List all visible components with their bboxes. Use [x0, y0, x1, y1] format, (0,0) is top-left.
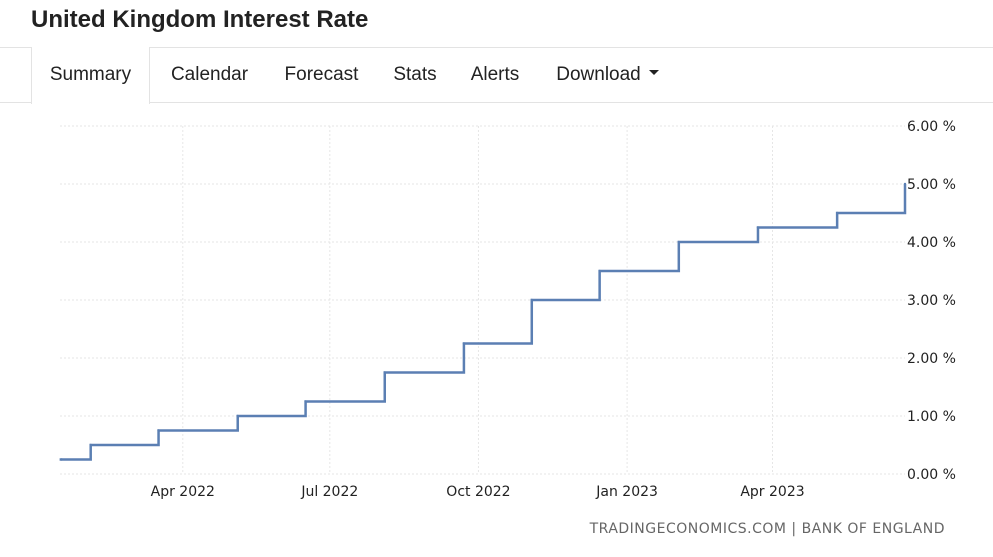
- series-line: [59, 184, 907, 461]
- data-point: [304, 400, 307, 403]
- page-title: United Kingdom Interest Rate: [31, 6, 369, 33]
- y-tick-label: 0.00 %: [907, 467, 956, 483]
- data-point: [60, 458, 63, 461]
- data-point: [677, 240, 681, 244]
- data-point: [835, 211, 839, 215]
- tab-alerts[interactable]: Alerts: [455, 47, 535, 103]
- tab-alerts-label: Alerts: [470, 64, 520, 85]
- data-point: [903, 182, 907, 186]
- tab-download[interactable]: Download: [540, 47, 675, 103]
- y-tick-label: 5.00 %: [907, 177, 956, 193]
- tab-download-label: Download: [556, 64, 641, 85]
- x-tick-label: Jan 2023: [595, 484, 658, 500]
- tab-bar: Summary Calendar Forecast Stats Alerts D…: [0, 47, 993, 104]
- caret-down-icon: [648, 70, 659, 76]
- x-tick-label: Jul 2022: [300, 484, 358, 500]
- data-point: [462, 342, 466, 345]
- x-tick-label: Apr 2023: [740, 484, 804, 500]
- data-point: [598, 269, 601, 273]
- data-point: [236, 414, 239, 418]
- tab-forecast[interactable]: Forecast: [269, 47, 374, 103]
- tab-stats-label: Stats: [393, 64, 437, 85]
- tab-calendar-label: Calendar: [170, 64, 249, 85]
- tab-stats[interactable]: Stats: [380, 47, 450, 103]
- data-point: [157, 429, 160, 432]
- data-point: [530, 298, 533, 302]
- x-tick-label: Oct 2022: [446, 484, 510, 500]
- x-tick-label: Apr 2022: [151, 484, 215, 500]
- tab-summary[interactable]: Summary: [31, 47, 150, 104]
- interest-rate-chart: 0.00 % 1.00 % 2.00 % 3.00 % 4.00 % 5.00 % 6.00…: [59, 119, 956, 500]
- y-tick-label: 1.00 %: [907, 409, 956, 425]
- tab-calendar[interactable]: Calendar: [150, 47, 269, 103]
- data-point: [756, 226, 760, 229]
- y-tick-label: 6.00 %: [907, 119, 956, 135]
- source-attribution: TRADINGECONOMICS.COM | BANK OF ENGLAND: [589, 521, 945, 537]
- y-tick-label: 4.00 %: [907, 235, 956, 251]
- data-point: [383, 371, 386, 374]
- y-tick-label: 2.00 %: [907, 351, 956, 367]
- tab-summary-label: Summary: [49, 64, 132, 85]
- y-tick-label: 3.00 %: [907, 293, 956, 309]
- tab-forecast-label: Forecast: [284, 64, 359, 85]
- data-point: [89, 443, 92, 447]
